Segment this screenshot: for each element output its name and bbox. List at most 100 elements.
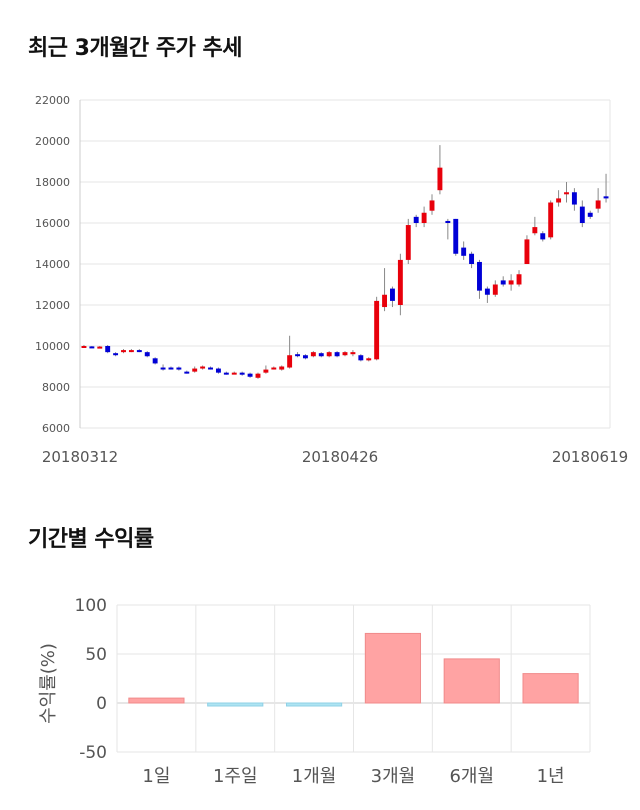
candle-body — [382, 294, 388, 308]
candle-body — [437, 167, 443, 191]
y-tick-label: 16000 — [35, 217, 70, 230]
price-chart-title: 최근 3개월간 주가 추세 — [28, 36, 242, 61]
candle-body — [603, 196, 609, 199]
candle-body — [279, 366, 285, 370]
x-tick-label: 3개월 — [371, 766, 416, 787]
candle-body — [595, 200, 601, 209]
candle-body — [89, 346, 95, 349]
candle-body — [128, 350, 134, 353]
candle-body — [374, 300, 380, 360]
x-tick-label: 1년 — [537, 766, 565, 787]
candle-body — [263, 369, 269, 373]
candle-body — [334, 352, 340, 357]
returns-bar-chart: 100 50 0 -50 1일 1주일 1개월 3개월 6개월 1년 수익률(%) — [38, 596, 591, 787]
candle-body — [192, 368, 198, 372]
y-axis-label: 수익률(%) — [38, 643, 59, 724]
candle-body — [556, 198, 562, 203]
x-tick-label: 1개월 — [292, 766, 337, 787]
candle-body — [421, 212, 427, 223]
y-tick-label: -50 — [79, 743, 107, 763]
y-tick-label: 12000 — [35, 299, 70, 312]
candle-body — [453, 218, 459, 254]
candle-body — [397, 259, 403, 305]
return-bar — [128, 697, 185, 704]
y-tick-label: 22000 — [35, 94, 70, 107]
candle-body — [571, 192, 577, 205]
candle-body — [271, 367, 277, 370]
return-bar — [443, 658, 500, 704]
candle-body — [540, 233, 546, 240]
candle-body — [366, 358, 372, 361]
y-tick-label: 20000 — [35, 135, 70, 148]
candlestick-chart: 22000 20000 18000 16000 14000 12000 10000 8000 6… — [35, 94, 628, 466]
candle-body — [136, 350, 142, 353]
returns-chart-title: 기간별 수익률 — [28, 527, 154, 552]
y-tick-label: 0 — [96, 694, 107, 714]
candle-body — [413, 216, 419, 223]
candle-body — [524, 239, 530, 264]
candle-body — [97, 346, 103, 349]
return-bar — [207, 702, 264, 707]
candle-body — [358, 355, 364, 361]
candle-body — [548, 202, 554, 238]
candle-body — [445, 220, 451, 223]
candle-body — [484, 288, 490, 295]
y-tick-label: 50 — [85, 645, 107, 665]
candle-body — [564, 192, 569, 195]
candle-body — [81, 346, 87, 348]
x-tick-label: 1일 — [142, 766, 170, 787]
candle-body — [405, 225, 411, 260]
candle-body — [310, 352, 316, 357]
candle-body — [492, 284, 498, 295]
candle-body — [223, 372, 229, 375]
candle-body — [429, 200, 435, 211]
y-tick-label: 18000 — [35, 176, 70, 189]
candle-body — [342, 352, 348, 356]
candle-body — [121, 350, 126, 353]
return-bar — [364, 632, 422, 704]
y-tick-label: 8000 — [42, 381, 70, 394]
candle-body — [508, 280, 514, 285]
candle-body — [231, 372, 237, 375]
x-tick-label: 20180312 — [42, 448, 118, 466]
candle-body — [200, 366, 206, 369]
x-tick-label: 6개월 — [449, 766, 494, 787]
candle-body — [152, 358, 158, 364]
candle-body — [500, 280, 506, 285]
candle-body — [176, 367, 182, 370]
candle-body — [587, 212, 593, 217]
candle-body — [350, 352, 356, 355]
y-tick-label: 100 — [75, 596, 107, 616]
y-tick-label: 10000 — [35, 340, 70, 353]
y-tick-label: 6000 — [42, 422, 70, 435]
candle-body — [477, 261, 482, 291]
candle-body — [160, 367, 166, 370]
candle-body — [318, 353, 324, 357]
candle-body — [461, 247, 467, 256]
candle-body — [532, 227, 538, 234]
candle-body — [516, 274, 522, 285]
candle-body — [326, 352, 332, 357]
return-bar — [285, 702, 343, 707]
candle-body — [287, 355, 293, 368]
candle-body — [390, 288, 395, 301]
candle-body — [579, 206, 585, 223]
candle-body — [144, 352, 150, 357]
candle-body — [469, 253, 475, 264]
candle-body — [295, 354, 300, 357]
x-tick-label: 20180426 — [302, 448, 378, 466]
x-tick-label: 20180619 — [552, 448, 628, 466]
candle-body — [168, 367, 174, 370]
candle-body — [208, 367, 213, 370]
candle-body — [302, 355, 308, 359]
candle-body — [247, 373, 253, 377]
candle-body — [215, 368, 221, 373]
candle-body — [239, 372, 245, 375]
candle-body — [184, 371, 190, 374]
return-bar — [522, 673, 579, 704]
candle-body — [255, 373, 261, 378]
candle-body — [105, 346, 111, 353]
x-tick-label: 1주일 — [213, 766, 258, 787]
candle-body — [113, 353, 119, 356]
y-tick-label: 14000 — [35, 258, 70, 271]
